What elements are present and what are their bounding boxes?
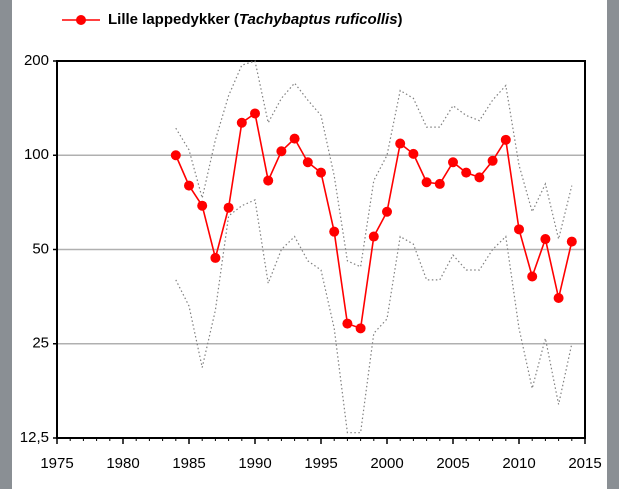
data-point — [197, 201, 207, 211]
x-tick-label: 2015 — [568, 455, 601, 472]
data-point — [461, 168, 471, 178]
x-tick-label: 1995 — [304, 455, 337, 472]
x-tick-label: 2000 — [370, 455, 403, 472]
y-tick-label: 200 — [24, 52, 49, 69]
data-point — [210, 253, 220, 263]
y-tick-label: 12,5 — [20, 429, 49, 446]
data-point — [527, 271, 537, 281]
x-tick-label: 2005 — [436, 455, 469, 472]
data-point — [171, 150, 181, 160]
chart: 12,5 25 50 100 200 1975 1980 1985 1990 1995 2000 20… — [0, 0, 619, 489]
data-point — [184, 181, 194, 191]
y-tick-label: 25 — [32, 335, 49, 352]
x-tick-label: 2010 — [502, 455, 535, 472]
data-point — [263, 176, 273, 186]
data-point — [329, 227, 339, 237]
data-point — [356, 323, 366, 333]
x-tick-label: 1990 — [238, 455, 271, 472]
y-tick-label: 50 — [32, 240, 49, 257]
data-point — [250, 108, 260, 118]
x-tick-label: 1980 — [106, 455, 139, 472]
data-point — [224, 203, 234, 213]
data-point — [369, 232, 379, 242]
data-point — [435, 179, 445, 189]
data-point — [276, 146, 286, 156]
data-point — [290, 134, 300, 144]
data-point — [382, 207, 392, 217]
data-point — [408, 149, 418, 159]
page: {"chart_data": {"type": "line", "x": [19… — [0, 0, 619, 489]
data-point — [303, 157, 313, 167]
y-tick-label: 100 — [24, 146, 49, 163]
data-point — [316, 168, 326, 178]
data-point — [540, 234, 550, 244]
x-tick-label: 1985 — [172, 455, 205, 472]
data-point — [474, 172, 484, 182]
data-point — [237, 118, 247, 128]
data-point — [342, 319, 352, 329]
data-point — [448, 157, 458, 167]
panel — [12, 0, 607, 489]
x-tick-label: 1975 — [40, 455, 73, 472]
data-point — [395, 139, 405, 149]
data-point — [567, 237, 577, 247]
legend-marker — [76, 15, 86, 25]
data-point — [514, 224, 524, 234]
data-point — [554, 293, 564, 303]
legend-label: Lille lappedykker (Tachybaptus ruficolli… — [108, 11, 403, 28]
data-point — [501, 135, 511, 145]
data-point — [488, 156, 498, 166]
data-point — [422, 177, 432, 187]
